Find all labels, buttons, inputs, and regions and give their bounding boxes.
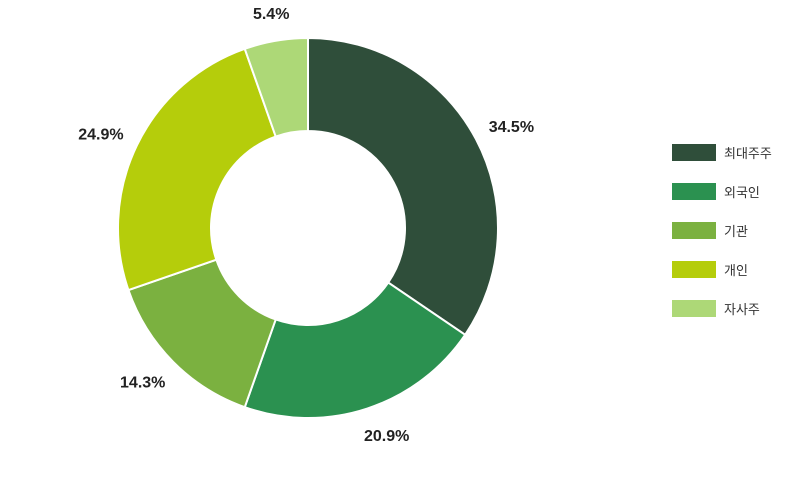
legend-item-4: 개인 xyxy=(672,259,772,279)
data-label-4: 24.9% xyxy=(78,126,123,143)
data-label-1: 34.5% xyxy=(489,119,534,136)
legend-item-3: 기관 xyxy=(672,220,772,240)
legend-label: 개인 xyxy=(724,263,748,279)
data-labels: 34.5% 20.9% 14.3% 24.9% 5.4% xyxy=(78,6,534,445)
data-label-5: 5.4% xyxy=(253,6,289,23)
data-label-2: 20.9% xyxy=(364,428,409,445)
legend-swatch xyxy=(672,143,716,161)
slice-4 xyxy=(117,47,277,292)
legend-label: 최대주주 xyxy=(724,146,772,162)
data-label-3: 14.3% xyxy=(120,375,165,392)
legend-label: 기관 xyxy=(724,224,748,240)
legend-item-1: 최대주주 xyxy=(672,142,772,162)
legend-item-2: 외국인 xyxy=(672,181,772,201)
slice-1 xyxy=(307,36,499,337)
slice-5 xyxy=(243,36,309,138)
donut-slices xyxy=(117,36,499,419)
legend-swatch xyxy=(672,182,716,200)
legend-swatch xyxy=(672,260,716,278)
legend-label: 외국인 xyxy=(724,185,760,201)
legend-swatch xyxy=(672,299,716,317)
legend-label: 자사주 xyxy=(724,302,760,318)
legend-item-5: 자사주 xyxy=(672,298,772,318)
slice-2 xyxy=(243,281,467,419)
legend-swatch xyxy=(672,221,716,239)
